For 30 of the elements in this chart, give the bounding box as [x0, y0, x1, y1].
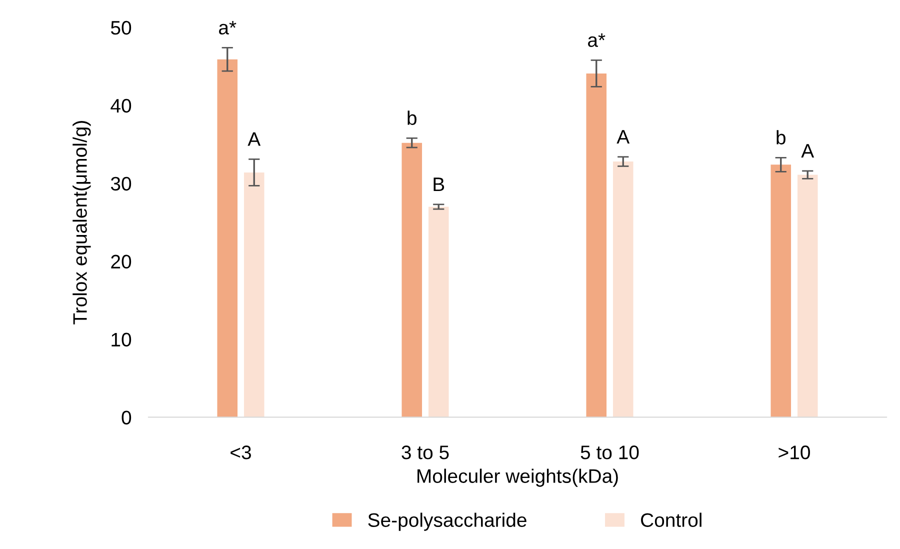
y-tick-label: 30 — [110, 176, 132, 191]
bar — [402, 142, 422, 418]
data-label: b — [776, 130, 786, 144]
bar — [612, 162, 634, 418]
data-label: A — [801, 144, 814, 158]
bar — [428, 206, 449, 418]
data-label: B — [434, 178, 444, 192]
y-tick-label: 20 — [111, 254, 132, 269]
bar — [217, 59, 238, 418]
x-axis-title: Moleculer weights(kDa) — [418, 468, 618, 487]
y-tick-label: 10 — [112, 332, 132, 347]
data-label: a* — [588, 33, 606, 47]
x-tick-label: 3 to 5 — [402, 446, 449, 460]
x-tick-label: >10 — [778, 446, 810, 460]
legend-label: Se-polysaccharide — [368, 512, 526, 531]
y-tick-label: 50 — [110, 20, 132, 35]
x-tick-label: <3 — [230, 446, 251, 460]
bar — [586, 73, 607, 418]
bar — [244, 172, 264, 418]
y-tick-label: 40 — [110, 98, 132, 113]
y-axis-title: Trolox equalent(μmol/g) — [72, 121, 91, 324]
data-label: A — [616, 130, 630, 144]
bar — [797, 174, 818, 418]
x-tick-label: 5 to 10 — [580, 446, 639, 460]
legend-label: Control — [641, 512, 702, 527]
data-label: a* — [219, 20, 236, 35]
data-label: A — [248, 132, 261, 146]
data-label: b — [408, 110, 416, 125]
bar — [770, 164, 792, 418]
y-tick-label: 0 — [122, 410, 132, 424]
